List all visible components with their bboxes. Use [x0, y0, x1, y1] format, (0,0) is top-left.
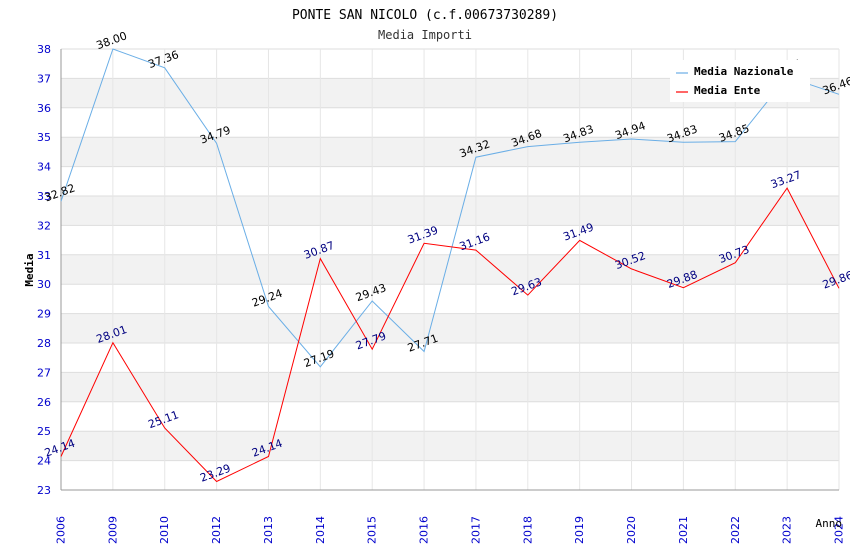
legend-label-ente: Media Ente: [694, 84, 761, 97]
y-tick-label: 33: [37, 190, 51, 203]
y-tick-label: 38: [37, 43, 51, 56]
chart-subtitle: Media Importi: [378, 28, 472, 42]
x-tick-label: 2017: [469, 516, 482, 544]
x-tick-labels: 2006 2009 2010 2012 2013 2014 2015 2016 2017 2018…: [55, 516, 846, 544]
y-tick-label: 26: [37, 396, 51, 409]
x-tick-label: 2012: [210, 516, 223, 544]
y-tick-label: 30: [37, 278, 51, 291]
grid-band: [61, 196, 839, 226]
data-label-nazionale: 27.19: [302, 347, 336, 370]
data-label-ente: 31.39: [406, 224, 440, 247]
x-tick-label: 2018: [521, 516, 534, 544]
grid-band: [61, 313, 839, 343]
x-tick-label: 2009: [106, 516, 119, 544]
x-tick-label: 2021: [677, 516, 690, 544]
y-tick-label: 29: [37, 308, 51, 321]
x-tick-label: 2016: [418, 516, 431, 544]
chart-title: PONTE SAN NICOLO (c.f.00673730289): [292, 8, 558, 23]
series-lines: [60, 48, 840, 483]
legend: Media Nazionale Media Ente: [670, 60, 810, 102]
x-tick-label: 2020: [625, 516, 638, 544]
y-tick-label: 27: [37, 366, 51, 379]
legend-label-nazionale: Media Nazionale: [694, 65, 794, 78]
x-tick-label: 2024: [833, 516, 846, 544]
x-axis-label: Anno: [816, 517, 843, 530]
series-line-media-nazionale: [60, 48, 840, 368]
y-tick-label: 32: [37, 219, 51, 232]
data-label-ente: 33.27: [769, 168, 803, 191]
y-tick-label: 37: [37, 72, 51, 85]
grid-band: [61, 372, 839, 402]
x-tick-label: 2019: [573, 516, 586, 544]
y-tick-label: 23: [37, 484, 51, 497]
x-tick-label: 2023: [781, 516, 794, 544]
grid-band: [61, 431, 839, 461]
data-label-nazionale: 29.24: [250, 287, 284, 310]
series-line-media-ente: [60, 187, 840, 483]
data-label-ente: 23.29: [198, 462, 232, 485]
y-tick-label: 24: [37, 455, 51, 468]
x-tick-label: 2014: [314, 516, 327, 544]
legend-box: [670, 60, 810, 102]
y-tick-label: 34: [37, 161, 51, 174]
data-label-ente: 25.11: [147, 408, 181, 431]
axes: [60, 49, 839, 491]
y-tick-label: 36: [37, 102, 51, 115]
y-tick-label: 25: [37, 425, 51, 438]
x-tick-label: 2013: [262, 516, 275, 544]
x-tick-label: 2015: [366, 516, 379, 544]
y-tick-label: 31: [37, 249, 51, 262]
x-tick-label: 2022: [729, 516, 742, 544]
y-axis-label: Media: [23, 253, 36, 286]
x-tick-label: 2006: [55, 516, 68, 544]
x-tick-label: 2010: [158, 516, 171, 544]
y-tick-labels: 23 24 25 26 27 28 29 30 31 32 33 34 35 36 37 38: [37, 43, 51, 497]
grid-band: [61, 254, 839, 285]
y-tick-label: 28: [37, 337, 51, 350]
grid-bands: [61, 78, 839, 461]
y-tick-label: 35: [37, 131, 51, 144]
